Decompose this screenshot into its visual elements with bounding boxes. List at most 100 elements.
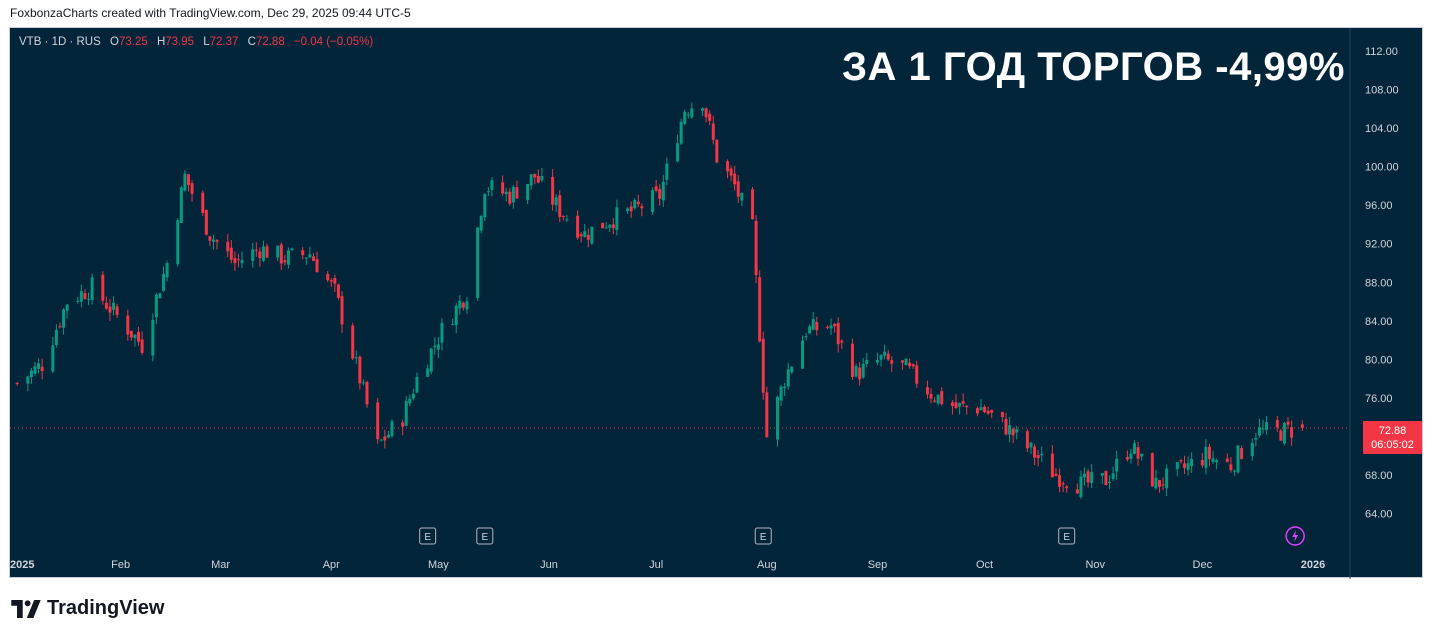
chart-caption: FoxbonzaCharts created with TradingView.…: [10, 6, 411, 20]
candle-body: [436, 344, 440, 350]
candle-body: [1190, 459, 1194, 467]
chart-frame[interactable]: 112.00 108.00 104.00 100.00 96.00 92.00 88.00 8…: [9, 27, 1424, 579]
candle-body: [190, 183, 194, 194]
candle-body: [429, 348, 433, 372]
headline-annotation: ЗА 1 ГОД ТОРГОВ -4,99%: [842, 45, 1345, 89]
candle-body: [586, 234, 590, 240]
candle-body: [51, 345, 55, 372]
earnings-marker[interactable]: [419, 527, 437, 545]
earnings-marker-label: E: [760, 532, 767, 543]
candle-body: [840, 340, 844, 343]
candle-body: [440, 323, 444, 343]
candle-body: [836, 322, 840, 345]
candle-body: [154, 294, 158, 318]
candle-body: [1290, 427, 1294, 438]
x-tick-label: Sep: [868, 559, 888, 571]
candle-body: [1029, 442, 1033, 448]
candle-body: [758, 277, 762, 342]
tradingview-logo[interactable]: TradingView: [11, 597, 164, 620]
candle-body: [126, 315, 130, 335]
candle-body: [183, 173, 187, 191]
candle-body: [133, 334, 137, 338]
candle-body: [1279, 430, 1283, 441]
candle-body: [433, 345, 437, 348]
candle-body: [865, 360, 869, 364]
candle-body: [940, 391, 944, 405]
x-tick-label: 2026: [1301, 559, 1325, 571]
y-tick-label: 88.00: [1365, 277, 1393, 289]
candle-body: [858, 367, 862, 380]
candle-body: [850, 343, 854, 377]
candle-body: [1154, 477, 1158, 489]
candle-body: [804, 336, 808, 338]
candle-body: [1182, 463, 1186, 468]
candle-body: [1061, 483, 1065, 485]
candle-body: [1282, 422, 1286, 444]
candle-body: [179, 187, 183, 223]
candle-body: [304, 257, 308, 259]
candle-body: [579, 234, 583, 237]
candlestick-chart[interactable]: 112.00 108.00 104.00 100.00 96.00 92.00 88.00 8…: [10, 28, 1424, 579]
candle-body: [76, 300, 80, 302]
earnings-marker[interactable]: [476, 527, 494, 545]
candle-body: [354, 357, 358, 359]
candle-body: [311, 256, 315, 261]
candle-body: [361, 382, 365, 384]
candle-body: [340, 296, 344, 325]
earnings-marker[interactable]: [1058, 527, 1076, 545]
candle-body: [140, 339, 144, 353]
candle-body: [286, 250, 290, 265]
x-tick-label: Apr: [323, 559, 340, 571]
last-price-tag: 72.88 06:05:02: [1363, 421, 1422, 454]
candle-body: [583, 231, 587, 237]
candle-body: [265, 246, 269, 258]
candle-body: [629, 206, 633, 212]
candle-body: [979, 407, 983, 411]
candle-body: [283, 260, 287, 263]
candle-body: [240, 260, 244, 264]
candle-body: [608, 224, 612, 228]
dividend-marker-icon[interactable]: [1285, 526, 1305, 546]
candle-body: [104, 302, 108, 309]
candle-body: [308, 254, 312, 258]
candle-body: [251, 249, 255, 261]
candle-body: [40, 366, 44, 372]
candle-body: [1150, 453, 1154, 487]
candle-body: [815, 322, 819, 331]
earnings-marker-label: E: [1063, 532, 1070, 543]
candle-body: [1133, 443, 1137, 454]
candle-body: [54, 330, 58, 345]
candle-body: [533, 173, 537, 178]
candle-body: [151, 319, 155, 356]
x-tick-label: Jul: [649, 559, 663, 571]
candle-body: [1250, 443, 1254, 457]
candle-body: [486, 191, 490, 193]
candle-body: [701, 108, 705, 111]
candle-body: [501, 182, 505, 194]
candle-body: [551, 176, 555, 205]
x-tick-label: Aug: [757, 559, 777, 571]
candle-body: [83, 293, 87, 299]
candle-body: [211, 239, 215, 242]
candle-body: [908, 362, 912, 367]
candle-body: [1261, 428, 1265, 430]
candle-body: [954, 402, 958, 408]
earnings-marker[interactable]: [754, 527, 772, 545]
candle-body: [640, 206, 644, 209]
candle-body: [383, 436, 387, 441]
candle-body: [112, 302, 116, 310]
candle-body: [215, 240, 219, 242]
candle-body: [883, 351, 887, 356]
candle-body: [1065, 486, 1069, 489]
candle-body: [87, 298, 91, 300]
candle-body: [958, 403, 962, 407]
candle-body: [1090, 472, 1094, 484]
candle-body: [783, 386, 787, 389]
candle-body: [1179, 460, 1183, 462]
candle-body: [261, 246, 265, 261]
candle-body: [315, 259, 319, 273]
candle-body: [651, 190, 655, 213]
symbol-info[interactable]: VTB · 1D · RUS: [19, 36, 101, 48]
candle-body: [65, 304, 69, 311]
candle-body: [233, 258, 237, 264]
